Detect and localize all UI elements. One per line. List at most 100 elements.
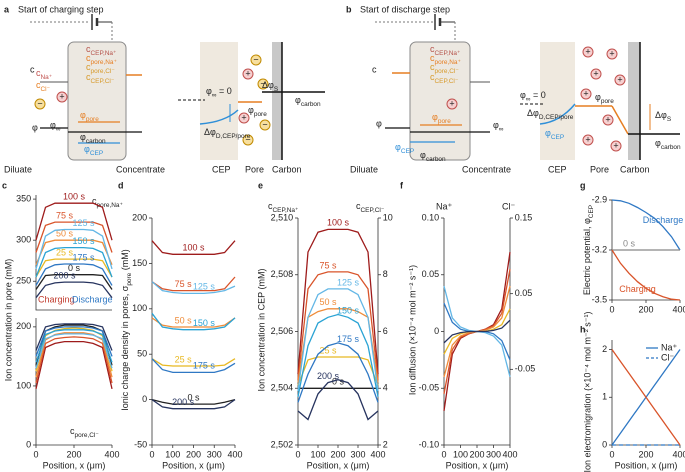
series-line xyxy=(35,326,113,357)
diagram-label-part: φ xyxy=(80,110,86,120)
y-tick-label: 0 xyxy=(434,326,439,336)
series-line xyxy=(35,340,113,390)
svg-text:+: + xyxy=(585,134,590,144)
y2-tick-label: 6 xyxy=(383,326,388,336)
svg-text:−: − xyxy=(262,119,267,129)
diagram-label: φpore xyxy=(595,92,614,104)
svg-text:+: + xyxy=(585,46,590,56)
y-axis-label-part: Ionic charge density in pores, σ xyxy=(120,285,130,411)
y-axis-label: Ion diffusion (×10⁻⁴ mol m⁻² s⁻¹) xyxy=(407,265,417,395)
y-tick-label: 350 xyxy=(16,193,31,203)
y-tick-label: -3.2 xyxy=(592,244,608,254)
y-tick-label: 100 xyxy=(16,380,31,390)
series-line xyxy=(611,199,681,251)
series-line xyxy=(297,271,379,380)
series-label: 175 s xyxy=(72,252,95,262)
diagram-label: cCEP,Cl⁻ xyxy=(430,72,458,84)
x-tick-label: 200 xyxy=(638,449,653,459)
svg-text:−: − xyxy=(260,78,265,88)
y2-axis-title-part: CEP,Cl⁻ xyxy=(361,207,385,214)
diagram-label-part: φ xyxy=(206,86,212,96)
y-axis-label: Electric potential, φCEP xyxy=(582,205,594,295)
diagram-label: ΔφS xyxy=(262,80,279,92)
x-tick-label: 300 xyxy=(486,449,501,459)
x-tick-label: 0 xyxy=(149,449,154,459)
y-axis-title: cCEP,Na⁺ xyxy=(268,201,298,213)
diagram-label: ΔφD,CEP/pore xyxy=(204,127,251,139)
x-tick-label: 200 xyxy=(638,304,653,314)
series-label: 150 s xyxy=(72,236,95,246)
diagram-label-part: c xyxy=(430,44,435,54)
y-tick-label: 200 xyxy=(132,212,147,222)
diagram-label: φcarbon xyxy=(420,150,446,162)
diagram-label: cCEP,Na⁺ xyxy=(430,44,460,56)
diagram-label-part: c xyxy=(86,62,91,72)
series-line xyxy=(35,323,113,351)
diagram-label: cCEP,Cl⁻ xyxy=(86,72,114,84)
svg-text:+: + xyxy=(613,140,618,150)
x-axis-label: Position, x (μm) xyxy=(615,460,678,470)
diagram-label: φ∞ xyxy=(50,120,61,132)
y-tick-label: -0.05 xyxy=(419,383,440,393)
diagram-label-part: φ xyxy=(295,95,301,105)
y2-tick-label: 4 xyxy=(383,383,388,393)
series-label: 175 s xyxy=(193,361,216,371)
x-tick-label: 0 xyxy=(441,449,446,459)
diagram-label-part: CEP xyxy=(551,134,564,141)
panel-title: Start of discharge step xyxy=(360,4,450,14)
svg-text:+: + xyxy=(593,68,598,78)
series-line xyxy=(151,358,236,374)
x-tick-label: 400 xyxy=(502,449,517,459)
y-axis-label: Ion concentration in pore (mM) xyxy=(3,259,13,382)
series-line xyxy=(297,288,379,392)
x-tick-label: 200 xyxy=(330,449,345,459)
series-label: 200 s xyxy=(53,270,76,280)
series-line xyxy=(297,313,379,397)
diagram-label: cCl⁻ xyxy=(36,80,50,92)
y-tick-label: 1 xyxy=(602,392,607,402)
y-tick-label: -0.10 xyxy=(419,439,440,449)
y-axis-label: Ion electromigration (×10⁻⁴ mol m⁻² s⁻¹) xyxy=(582,312,592,472)
annotation-part: pore,Na⁺ xyxy=(97,202,123,209)
diagram-label: φpore xyxy=(80,110,99,122)
series-line xyxy=(151,240,236,255)
svg-text:+: + xyxy=(241,112,246,122)
series-label: 50 s xyxy=(56,229,74,239)
diagram-label: φ∞ = 0 xyxy=(206,86,232,98)
diagram-label-part: carbon xyxy=(301,101,321,108)
series-line xyxy=(297,308,379,383)
y-axis-label-part: (mM) xyxy=(120,249,130,273)
series-line xyxy=(151,398,236,405)
series-line xyxy=(35,274,113,290)
series-label: 0 s xyxy=(68,263,81,273)
series-line xyxy=(35,202,113,241)
diagram-label: ΔφS xyxy=(655,110,672,122)
x-tick-label: 400 xyxy=(104,449,119,459)
y-tick-label: 100 xyxy=(132,303,147,313)
svg-text:+: + xyxy=(449,98,454,108)
series-label: 25 s xyxy=(319,345,337,355)
y-tick-label: 2,506 xyxy=(271,326,294,336)
series-line xyxy=(151,399,236,410)
svg-text:+: + xyxy=(245,68,250,78)
diagram-label: φCEP xyxy=(395,142,414,154)
y-tick-label: -3.5 xyxy=(592,294,608,304)
y-axis-title-part: c xyxy=(268,201,273,211)
diagram-label-part: Δφ xyxy=(262,80,274,90)
x-tick-label: 100 xyxy=(310,449,325,459)
series-line xyxy=(297,342,379,403)
y2-tick-label: 8 xyxy=(383,269,388,279)
svg-text:−: − xyxy=(253,54,258,64)
y-axis-title: Na⁺ xyxy=(436,201,453,211)
diagram-label: φcarbon xyxy=(295,95,321,107)
series-line xyxy=(151,276,236,292)
series-label: 25 s xyxy=(56,247,74,257)
series-line xyxy=(35,329,113,363)
series-line xyxy=(35,281,113,299)
diagram-label: Carbon xyxy=(272,164,302,174)
diagram-label: CEP xyxy=(212,164,231,174)
y-tick-label: 0 xyxy=(602,439,607,449)
diagram-label-part: φ xyxy=(248,105,254,115)
panel-letter: b xyxy=(346,4,352,14)
